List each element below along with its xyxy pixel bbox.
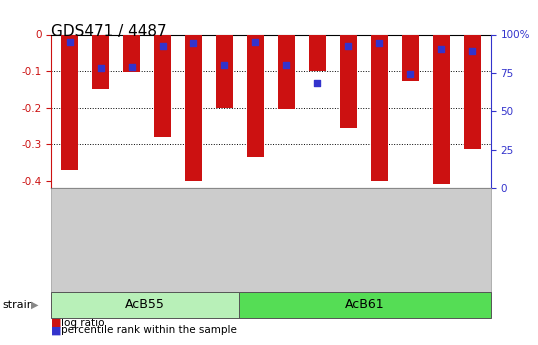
Bar	[433, 34, 450, 184]
Bar	[61, 34, 78, 170]
Point	[158, 43, 167, 49]
Bar	[123, 34, 140, 72]
Text: AcB55: AcB55	[125, 298, 165, 311]
Bar	[247, 34, 264, 157]
Bar	[216, 34, 233, 108]
Point	[468, 48, 476, 53]
Point	[282, 62, 291, 68]
Text: AcB61: AcB61	[345, 298, 385, 311]
Text: ▶: ▶	[31, 300, 39, 310]
Point	[344, 43, 352, 49]
Bar	[371, 34, 388, 181]
Text: GDS471 / 4487: GDS471 / 4487	[51, 24, 167, 39]
Bar	[92, 34, 109, 89]
Bar	[464, 34, 480, 149]
Point	[189, 40, 198, 46]
Bar	[185, 34, 202, 181]
Point	[375, 40, 384, 46]
Bar	[154, 34, 171, 137]
Text: percentile rank within the sample: percentile rank within the sample	[61, 325, 237, 335]
Text: ■: ■	[51, 325, 62, 335]
Point	[251, 39, 260, 45]
Point	[220, 62, 229, 68]
Point	[96, 65, 105, 71]
Point	[66, 39, 74, 45]
Bar	[340, 34, 357, 128]
Point	[128, 64, 136, 69]
Point	[313, 80, 322, 86]
Bar	[278, 34, 295, 109]
Point	[437, 46, 445, 52]
Bar	[402, 34, 419, 81]
Text: strain: strain	[3, 300, 34, 310]
Text: log ratio: log ratio	[61, 318, 104, 327]
Text: ■: ■	[51, 318, 62, 327]
Point	[406, 71, 414, 77]
Bar	[309, 34, 326, 71]
